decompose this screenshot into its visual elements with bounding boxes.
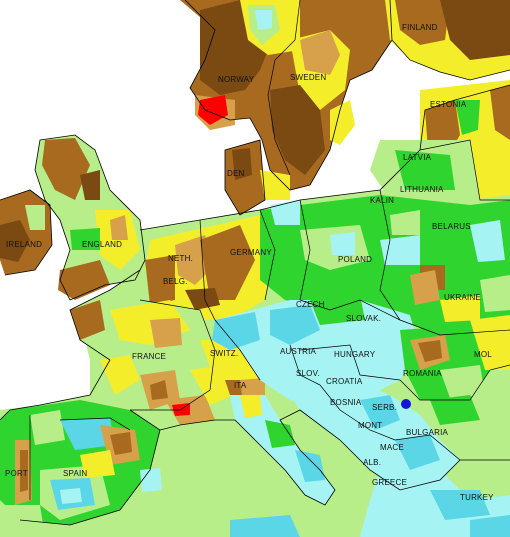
label-belg: BELG. (163, 277, 188, 286)
label-croatia: CROATIA (326, 377, 363, 386)
blue-hotspot-serbia (401, 399, 411, 409)
label-den: DEN (227, 169, 245, 178)
label-ukraine: UKRAINE (444, 293, 481, 302)
label-mace: MACE (380, 443, 404, 452)
label-lithuania: LITHUANIA (400, 185, 444, 194)
baltic-region (370, 80, 510, 210)
label-france: FRANCE (132, 352, 166, 361)
red-hotspot-norway (198, 95, 228, 125)
label-czech: CZECH (296, 300, 325, 309)
label-slovak: SLOVAK. (346, 314, 381, 323)
label-estonia: ESTONIA (430, 100, 467, 109)
label-spain: SPAIN (63, 469, 87, 478)
label-mont: MONT (358, 421, 382, 430)
label-england: ENGLAND (82, 240, 122, 249)
label-poland: POLAND (338, 255, 372, 264)
borders-layer (0, 0, 510, 526)
label-serb: SERB. (372, 403, 397, 412)
country-labels: FINLAND NORWAY SWEDEN ESTONIA LATVIA LIT… (5, 23, 494, 502)
label-alb: ALB. (363, 458, 381, 467)
scandinavia-region (180, 0, 392, 190)
label-mol: MOL (474, 350, 492, 359)
label-bosnia: BOSNIA (330, 398, 362, 407)
label-germany: GERMANY (230, 248, 272, 257)
label-romania: ROMANIA (403, 369, 442, 378)
iberia-region (0, 400, 162, 537)
label-slov: SLOV. (296, 369, 320, 378)
label-austria: AUSTRIA (280, 347, 317, 356)
label-belarus: BELARUS (432, 222, 471, 231)
label-finland: FINLAND (402, 23, 438, 32)
label-switz: SWITZ. (210, 349, 238, 358)
label-neth: NETH. (168, 254, 193, 263)
label-bulgaria: BULGARIA (406, 428, 449, 437)
label-kalin: KALIN (370, 196, 394, 205)
label-greece: GREECE (372, 478, 407, 487)
label-turkey: TURKEY (460, 493, 494, 502)
label-port: PORT (5, 469, 28, 478)
label-norway: NORWAY (218, 75, 255, 84)
finland-region (385, 0, 510, 80)
label-ireland: IRELAND (6, 240, 42, 249)
label-hungary: HUNGARY (334, 350, 376, 359)
label-latvia: LATVIA (403, 153, 432, 162)
british-isles-region (0, 135, 145, 300)
label-sweden: SWEDEN (290, 73, 326, 82)
denmark-region (225, 140, 290, 215)
label-ita: ITA (234, 381, 247, 390)
